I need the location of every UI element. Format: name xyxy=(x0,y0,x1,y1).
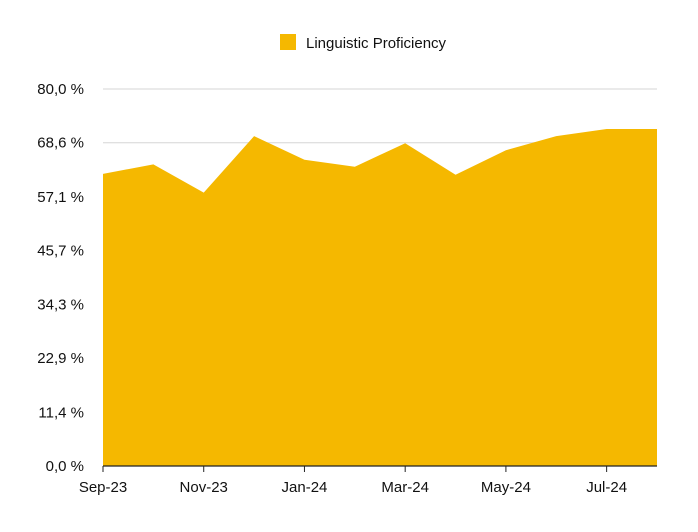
y-tick-label: 34,3 % xyxy=(37,296,84,313)
y-tick-label: 45,7 % xyxy=(37,243,84,260)
x-tick-label: May-24 xyxy=(481,479,531,496)
x-tick-label: Nov-23 xyxy=(180,479,228,496)
x-tick-label: Jan-24 xyxy=(282,479,328,496)
legend-swatch xyxy=(280,34,296,50)
y-axis-ticks: 0,0 % 11,4 % 22,9 % 34,3 % 45,7 % 57,1 % 68,6 … xyxy=(37,81,84,475)
y-tick-label: 68,6 % xyxy=(37,135,84,152)
y-tick-label: 11,4 % xyxy=(38,404,84,421)
x-tick-label: Mar-24 xyxy=(381,479,429,496)
plot-area xyxy=(103,129,657,466)
x-tick-label: Sep-23 xyxy=(79,479,127,496)
y-tick-label: 0,0 % xyxy=(46,458,84,475)
area-series-linguistic-proficiency xyxy=(103,129,657,466)
x-tick-label: Jul-24 xyxy=(586,479,627,496)
legend: Linguistic Proficiency xyxy=(280,34,447,52)
y-tick-label: 57,1 % xyxy=(37,189,84,206)
y-tick-label: 22,9 % xyxy=(37,350,84,367)
y-tick-label: 80,0 % xyxy=(37,81,84,98)
legend-label: Linguistic Proficiency xyxy=(306,35,447,52)
x-axis-ticks: Sep-23 Nov-23 Jan-24 Mar-24 May-24 Jul-24 xyxy=(79,466,627,496)
